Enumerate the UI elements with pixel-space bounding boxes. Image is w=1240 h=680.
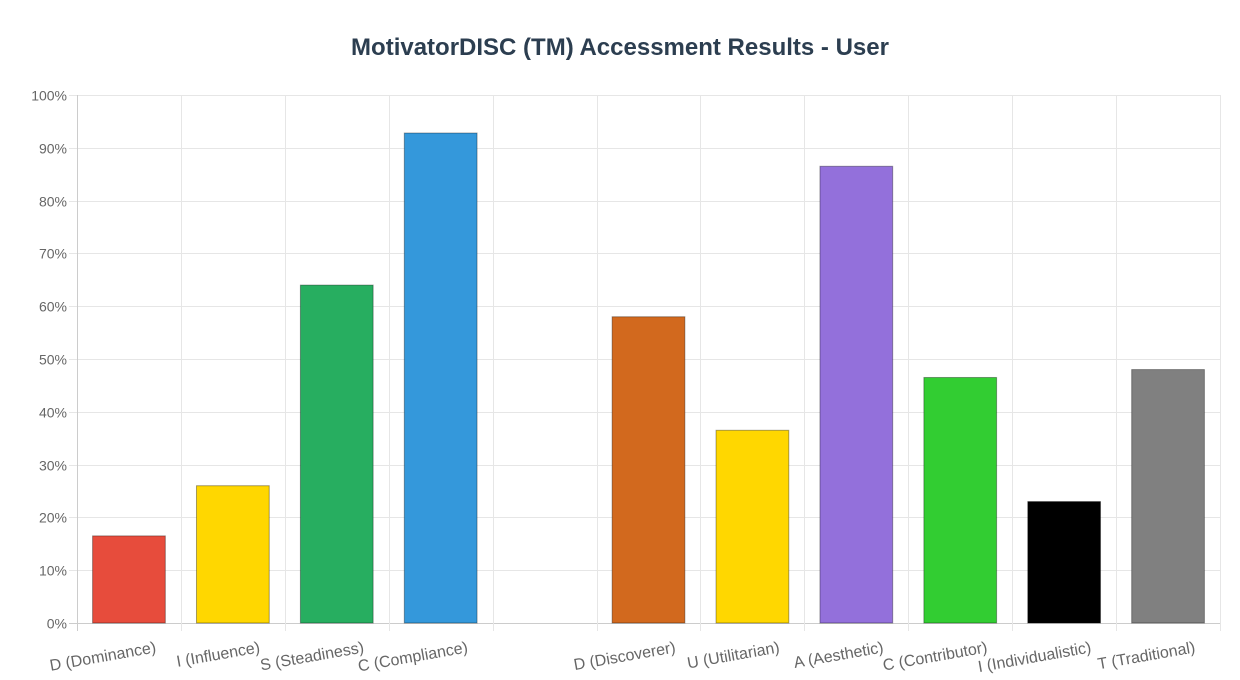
y-tick-label: 0% <box>47 616 67 632</box>
y-tick-label: 50% <box>39 352 67 368</box>
x-tick-label: D (Discoverer) <box>572 639 677 674</box>
y-tick-label: 70% <box>39 246 67 262</box>
bar <box>299 284 374 624</box>
x-tick-label: U (Utilitarian) <box>686 639 781 672</box>
x-axis-ticks: D (Dominance) I (Influence)S (Steadiness)… <box>49 639 1197 676</box>
bar <box>1131 369 1205 624</box>
x-tick-label: S (Steadiness) <box>259 639 365 674</box>
bar <box>195 485 270 624</box>
x-tick-label: I (Individualistic) <box>977 639 1093 676</box>
bar <box>715 429 790 624</box>
y-tick-label: 90% <box>39 141 67 157</box>
y-tick-label: 60% <box>39 299 67 315</box>
bar <box>92 535 166 624</box>
chart-title: MotivatorDISC (TM) Accessment Results - … <box>351 34 889 61</box>
bar <box>403 132 478 624</box>
bar <box>1027 501 1102 624</box>
x-tick-label: C (Compliance) <box>357 639 469 675</box>
y-tick-label: 10% <box>39 563 67 579</box>
x-tick-label: C (Contributor) <box>882 639 989 674</box>
y-tick-label: 40% <box>39 405 67 421</box>
x-tick-label: T (Traditional) <box>1096 639 1196 673</box>
bars <box>92 132 1205 624</box>
x-tick-label: I (Influence) <box>175 639 261 670</box>
bar <box>611 316 686 624</box>
bar <box>923 376 998 624</box>
y-tick-label: 100% <box>31 88 67 104</box>
y-tick-label: 20% <box>39 510 67 526</box>
bar <box>819 165 894 624</box>
x-tick-label: D (Dominance) <box>49 639 158 674</box>
y-axis-ticks: 0% 10% 20% 30% 40% 50% 60% 70% 80% 90% 100% <box>31 88 67 632</box>
y-tick-label: 80% <box>39 194 67 210</box>
x-tick-label: A (Aesthetic) <box>793 639 885 671</box>
y-tick-label: 30% <box>39 458 67 474</box>
